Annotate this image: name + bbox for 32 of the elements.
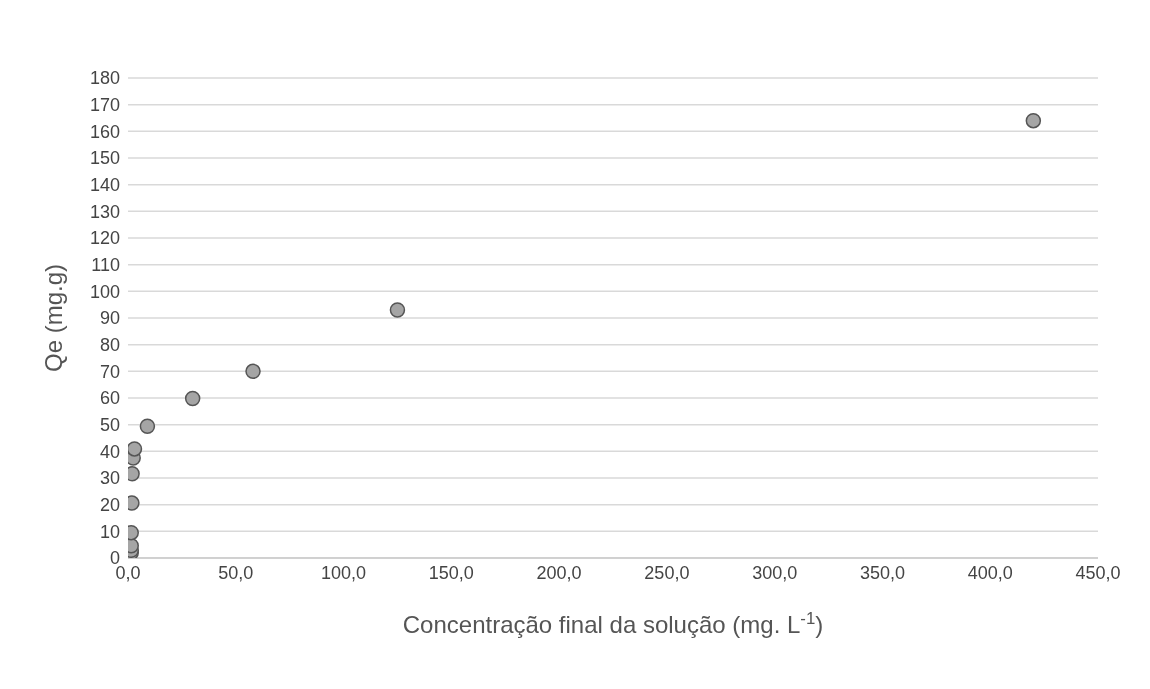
y-tick-label: 10	[99, 521, 120, 542]
x-tick-label: 450,0	[1075, 562, 1121, 583]
y-tick-label: 80	[99, 335, 120, 356]
y-tick-label: 100	[89, 281, 120, 302]
x-tick-label: 300,0	[752, 562, 798, 583]
y-tick-label: 120	[89, 228, 120, 249]
point	[245, 363, 261, 380]
y-tick-label: 140	[89, 175, 120, 196]
x-axis-title: Concentração final da solução (mg. L$^{-1}$)	[402, 608, 824, 638]
x-tick-label: 400,0	[967, 562, 1013, 583]
x-tick-label: 150,0	[428, 562, 474, 583]
y-tick-label: 150	[89, 148, 120, 169]
x-tick-label: 250,0	[644, 562, 690, 583]
x-tick-label: 200,0	[536, 562, 582, 583]
x-tick-label: 100,0	[321, 562, 367, 583]
y-tick-label: 40	[99, 441, 120, 462]
point	[128, 441, 143, 457]
y-tick-label: 180	[89, 68, 120, 89]
x-tick-label: 50,0	[218, 562, 254, 583]
y-tick-label: 20	[99, 495, 120, 516]
y-tick-label: 110	[91, 255, 120, 276]
y-tick-label: 30	[99, 468, 120, 489]
y-tick-label: 170	[89, 95, 120, 116]
y-tick-label: 160	[89, 121, 120, 142]
y-axis-title: Qe (mg.g)	[39, 263, 67, 373]
y-tick-label: 130	[89, 201, 120, 222]
point	[128, 465, 140, 482]
y-tick-label: 60	[99, 388, 120, 409]
x-tick-label: 350,0	[859, 562, 905, 583]
y-tick-label: 70	[99, 361, 120, 382]
y-tick-label: 90	[99, 308, 120, 329]
y-tick-label: 50	[99, 415, 120, 436]
